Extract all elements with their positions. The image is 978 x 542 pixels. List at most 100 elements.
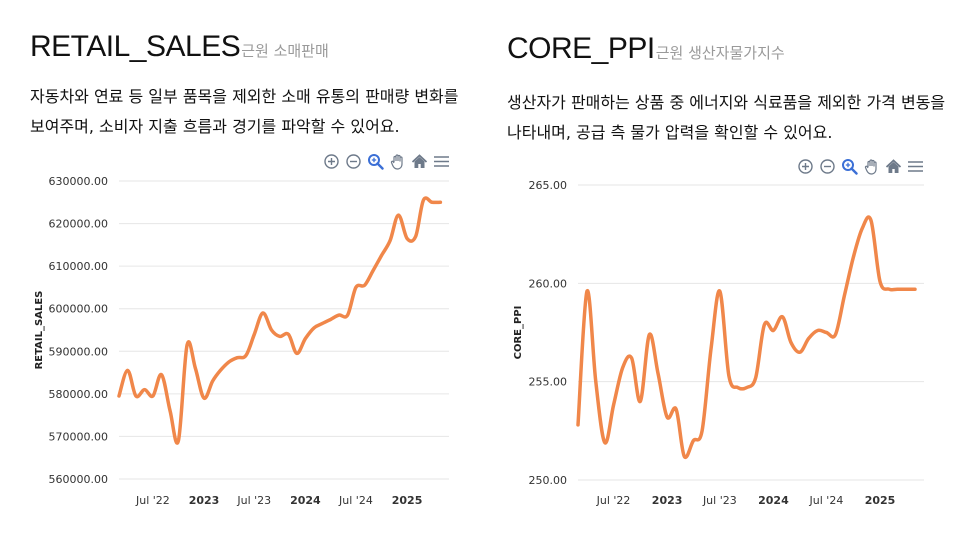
data-point[interactable] xyxy=(368,265,378,275)
data-point[interactable] xyxy=(653,369,663,379)
data-point[interactable] xyxy=(618,363,628,373)
y-axis-label: CORE_PPI xyxy=(513,306,524,360)
data-point[interactable] xyxy=(351,282,361,292)
data-point[interactable] xyxy=(411,231,421,241)
x-tick-label: Jul '23 xyxy=(236,494,271,507)
data-point[interactable] xyxy=(582,286,592,296)
data-point[interactable] xyxy=(283,329,293,339)
retail-sales-chart: 560000.00 570000.00 580000.00 590000.00 6000… xyxy=(34,175,449,507)
data-point[interactable] xyxy=(173,436,183,446)
data-point[interactable] xyxy=(715,286,725,296)
data-point[interactable] xyxy=(140,385,150,395)
data-point[interactable] xyxy=(418,195,428,205)
data-point[interactable] xyxy=(857,223,867,233)
data-point[interactable] xyxy=(232,353,242,363)
data-point[interactable] xyxy=(131,391,141,401)
data-point[interactable] xyxy=(609,400,619,410)
data-point[interactable] xyxy=(360,280,370,290)
data-point[interactable] xyxy=(839,290,849,300)
data-point[interactable] xyxy=(627,353,637,363)
data-point[interactable] xyxy=(759,320,769,330)
data-point[interactable] xyxy=(910,284,920,294)
zoom-in-icon[interactable] xyxy=(322,152,341,171)
zoom-out-icon[interactable] xyxy=(818,157,837,176)
data-point[interactable] xyxy=(393,210,403,220)
data-point[interactable] xyxy=(377,251,387,261)
data-point[interactable] xyxy=(300,334,310,344)
menu-icon[interactable] xyxy=(906,157,925,176)
data-point[interactable] xyxy=(208,376,218,386)
data-point[interactable] xyxy=(697,426,707,436)
data-point[interactable] xyxy=(249,329,259,339)
data-point[interactable] xyxy=(241,351,251,361)
home-reset-icon[interactable] xyxy=(884,157,903,176)
chart-subtitle: 근원 소매판매 xyxy=(241,42,329,60)
data-point[interactable] xyxy=(777,312,787,322)
data-point[interactable] xyxy=(635,396,645,406)
data-point[interactable] xyxy=(148,391,158,401)
data-point[interactable] xyxy=(733,383,743,393)
data-point[interactable] xyxy=(662,412,672,422)
retail-sales-panel: RETAIL_SALES근원 소매판매 자동차와 연료 등 일부 품목을 제외한… xyxy=(0,0,460,542)
data-point[interactable] xyxy=(768,326,778,336)
data-point[interactable] xyxy=(875,276,885,286)
data-point[interactable] xyxy=(795,347,805,357)
data-point[interactable] xyxy=(679,451,689,461)
series-points xyxy=(573,215,920,461)
data-point[interactable] xyxy=(892,284,902,294)
zoom-select-icon[interactable] xyxy=(366,152,385,171)
data-point[interactable] xyxy=(334,310,344,320)
data-point[interactable] xyxy=(385,236,395,246)
data-point[interactable] xyxy=(114,391,124,401)
data-point[interactable] xyxy=(901,284,911,294)
data-point[interactable] xyxy=(671,404,681,414)
data-point[interactable] xyxy=(742,383,752,393)
data-point[interactable] xyxy=(190,363,200,373)
x-tick-label: 2024 xyxy=(758,494,789,507)
data-point[interactable] xyxy=(123,365,133,375)
data-point[interactable] xyxy=(292,348,302,358)
data-point[interactable] xyxy=(813,326,823,336)
pan-hand-icon[interactable] xyxy=(862,157,881,176)
data-point[interactable] xyxy=(866,215,876,225)
series-line xyxy=(576,215,917,460)
data-point[interactable] xyxy=(821,328,831,338)
data-point[interactable] xyxy=(644,329,654,339)
data-point[interactable] xyxy=(402,233,412,243)
data-point[interactable] xyxy=(830,329,840,339)
y-tick-label: 265.00 xyxy=(529,179,568,192)
zoom-out-icon[interactable] xyxy=(344,152,363,171)
x-tick-label: 2025 xyxy=(392,494,423,507)
y-tick-label: 255.00 xyxy=(529,376,568,389)
pan-hand-icon[interactable] xyxy=(388,152,407,171)
y-tick-label: 570000.00 xyxy=(49,430,109,443)
core-ppi-panel: CORE_PPI근원 생산자물가지수 생산자가 판매하는 상품 중 에너지와 식… xyxy=(488,0,948,542)
data-point[interactable] xyxy=(343,310,353,320)
zoom-in-icon[interactable] xyxy=(796,157,815,176)
data-point[interactable] xyxy=(317,319,327,329)
data-point[interactable] xyxy=(165,406,175,416)
data-point[interactable] xyxy=(275,331,285,341)
data-point[interactable] xyxy=(724,371,734,381)
data-point[interactable] xyxy=(706,343,716,353)
data-point[interactable] xyxy=(688,436,698,446)
data-point[interactable] xyxy=(258,308,268,318)
data-point[interactable] xyxy=(751,373,761,383)
data-point[interactable] xyxy=(215,365,225,375)
x-tick-label: Jul '23 xyxy=(702,494,737,507)
data-point[interactable] xyxy=(182,340,192,350)
data-point[interactable] xyxy=(573,420,583,430)
data-point[interactable] xyxy=(600,438,610,448)
menu-icon[interactable] xyxy=(432,152,451,171)
chart-title: RETAIL_SALES xyxy=(30,30,241,63)
data-point[interactable] xyxy=(848,253,858,263)
data-point[interactable] xyxy=(435,197,445,207)
data-point[interactable] xyxy=(199,393,209,403)
data-point[interactable] xyxy=(591,377,601,387)
zoom-select-icon[interactable] xyxy=(840,157,859,176)
data-point[interactable] xyxy=(267,325,277,335)
home-reset-icon[interactable] xyxy=(410,152,429,171)
data-point[interactable] xyxy=(157,370,167,380)
data-point[interactable] xyxy=(804,333,814,343)
data-point[interactable] xyxy=(786,337,796,347)
